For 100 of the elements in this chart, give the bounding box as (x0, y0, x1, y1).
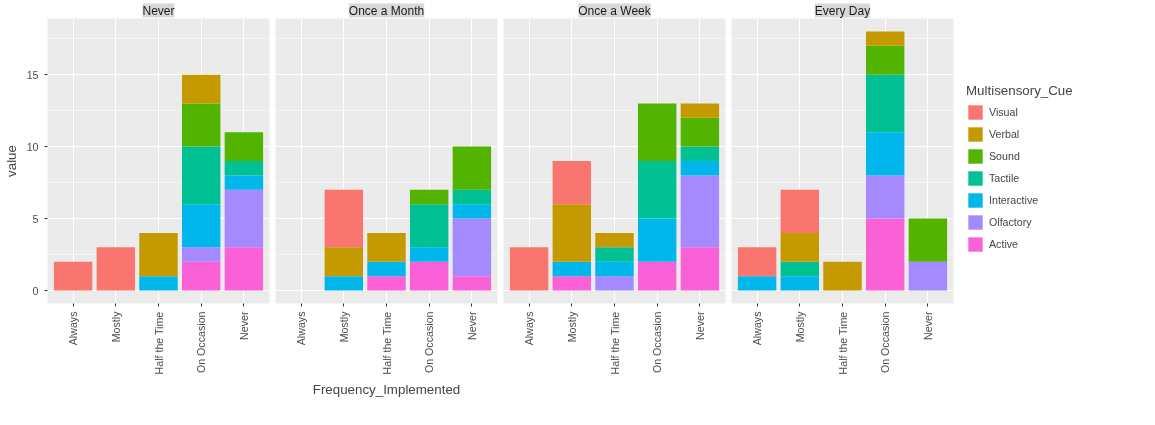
x-tick-label: Half the Time (608, 311, 621, 375)
x-tick-label: Half the Time (836, 311, 849, 375)
x-tick-label: On Occasion (651, 311, 664, 374)
bar (324, 276, 364, 291)
x-tick-label: Mostly (793, 310, 806, 343)
legend-title: Multisensory_Cue (966, 83, 1073, 98)
bar (53, 261, 93, 291)
bar (823, 261, 862, 291)
bar (595, 261, 634, 277)
legend-label: Tactile (989, 172, 1020, 184)
x-tick-label: Never (693, 311, 706, 340)
bar (181, 261, 221, 291)
bar (865, 132, 905, 176)
chart-title: Once a Week (578, 3, 652, 18)
bar (680, 103, 720, 118)
chart-title: Never (142, 3, 175, 18)
bar (680, 175, 720, 248)
legend-label: Active (989, 238, 1019, 250)
bar (224, 189, 264, 248)
legend-label: Verbal (989, 128, 1020, 140)
bar (367, 276, 406, 291)
x-tick-label: On Occasion (879, 311, 892, 374)
bar (324, 189, 364, 248)
x-tick-label: On Occasion (423, 311, 436, 374)
bar (181, 146, 221, 205)
bar (452, 146, 492, 190)
y-tick-label: 10 (26, 140, 39, 153)
bar (139, 276, 178, 291)
bar (181, 204, 221, 248)
bar (452, 189, 492, 205)
bar (409, 261, 449, 291)
bar (780, 276, 820, 291)
bar (780, 232, 820, 262)
x-tick-label: Always (751, 311, 764, 346)
bar (552, 261, 592, 277)
bar (409, 204, 449, 248)
bar (367, 232, 406, 262)
chart-title: Every Day (814, 3, 871, 18)
bar (224, 132, 264, 161)
x-tick-label: Always (295, 311, 308, 346)
bar (680, 161, 720, 176)
bar (865, 45, 905, 75)
bar (680, 117, 720, 147)
bar (452, 204, 492, 219)
bar (865, 74, 905, 133)
bar (780, 189, 820, 233)
bar (865, 31, 905, 46)
bar (181, 103, 221, 147)
x-tick-label: Mostly (565, 310, 578, 343)
x-tick-label: Never (465, 311, 478, 340)
bar (367, 261, 406, 277)
bar (637, 103, 677, 161)
bar (595, 247, 634, 262)
bar (181, 247, 221, 262)
bar (737, 247, 777, 277)
x-tick-label: Mostly (109, 310, 122, 343)
bar (96, 247, 136, 291)
bar (737, 276, 777, 291)
legend-label: Visual (989, 106, 1018, 118)
bar (680, 146, 720, 161)
bar (452, 218, 492, 277)
bar (224, 175, 264, 190)
x-tick-label: Never (921, 311, 934, 340)
x-tick-label: Half the Time (380, 311, 393, 375)
y-tick-label: 0 (32, 284, 39, 297)
x-tick-label: Always (523, 311, 536, 346)
bar (595, 232, 634, 248)
bar (680, 247, 720, 291)
bar (509, 247, 549, 291)
bar (637, 161, 677, 219)
y-axis-title: value (3, 145, 19, 177)
bar (637, 218, 677, 262)
x-tick-label: Always (67, 311, 80, 346)
bar (780, 261, 820, 277)
y-tick-label: 5 (32, 212, 39, 225)
bar (224, 247, 264, 291)
bar (409, 247, 449, 262)
bar (324, 247, 364, 277)
bar (595, 276, 634, 291)
chart-title: Once a Month (348, 3, 425, 18)
y-tick-label: 15 (26, 68, 39, 81)
x-axis-title: Frequency_Implemented (312, 382, 461, 398)
bar (552, 204, 592, 262)
legend-label: Sound (989, 150, 1020, 162)
bar (552, 161, 592, 205)
legend-label: Olfactory (989, 216, 1032, 228)
x-tick-label: Half the Time (152, 311, 165, 375)
legend-label: Interactive (989, 194, 1039, 206)
bar (908, 261, 948, 291)
bar (224, 161, 264, 176)
bar (409, 189, 449, 205)
x-tick-label: Never (237, 311, 250, 340)
x-tick-label: On Occasion (195, 311, 208, 374)
bar (452, 276, 492, 291)
bar (181, 74, 221, 104)
bar (908, 218, 948, 262)
bar (637, 261, 677, 291)
bar (139, 232, 178, 277)
bar (865, 218, 905, 291)
bar (552, 276, 592, 291)
